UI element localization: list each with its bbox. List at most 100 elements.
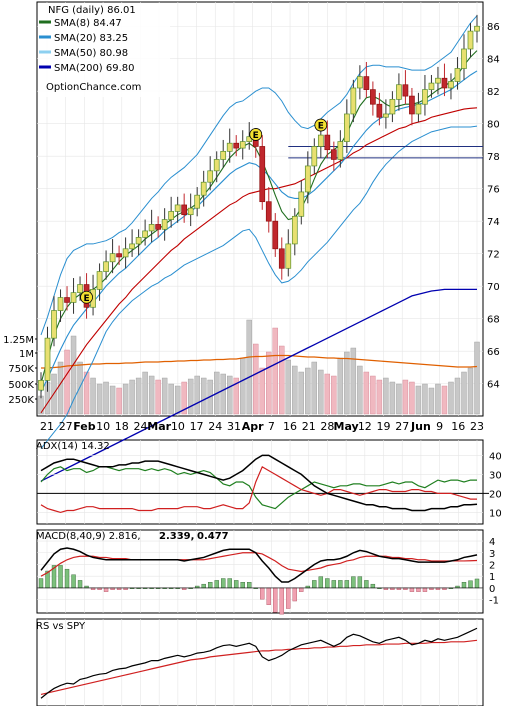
candle-body — [194, 194, 201, 209]
candle-body — [376, 103, 383, 118]
x-axis-label: 23 — [470, 420, 484, 433]
x-axis-label: Mar — [147, 420, 171, 433]
candle-body — [409, 95, 415, 115]
candle-body — [422, 89, 428, 105]
candle-body — [389, 98, 396, 115]
volume-bar — [357, 365, 363, 415]
candle-body — [57, 297, 64, 311]
rs-frame — [36, 618, 484, 706]
volume-tick-label: 1M — [19, 349, 34, 360]
candle-body — [161, 219, 168, 230]
x-axis-label: 27 — [59, 420, 73, 433]
macd-histogram-bar — [422, 587, 428, 592]
macd-histogram-bar — [234, 580, 239, 589]
volume-tick-label: 1.25M — [3, 335, 34, 346]
volume-bar — [311, 361, 318, 415]
volume-bar — [83, 371, 90, 415]
x-axis-label: 9 — [436, 420, 443, 433]
candle-body — [298, 191, 305, 217]
volume-bar — [279, 345, 285, 415]
sma200-line — [40, 288, 477, 482]
volume-bar — [220, 373, 226, 415]
candle-body — [415, 103, 422, 115]
price-tick-label: 66 — [487, 347, 500, 358]
x-axis-label: 7 — [268, 420, 275, 433]
volume-bar — [396, 383, 402, 415]
x-axis-label: 18 — [115, 420, 129, 433]
macd-tick-label: 0 — [489, 584, 495, 595]
volume-bar — [324, 373, 331, 415]
earnings-marker-label: E — [253, 131, 259, 141]
volume-bar — [259, 367, 265, 415]
volume-bar — [122, 383, 129, 415]
macd-tick-label: 1 — [489, 572, 495, 583]
x-axis-label: May — [334, 420, 359, 433]
candle-body — [337, 141, 344, 160]
x-axis-label: 16 — [283, 420, 297, 433]
macd-histogram-bar — [273, 587, 278, 613]
candle-body — [109, 253, 116, 263]
candle-body — [344, 113, 350, 142]
macd-histogram-bar — [331, 580, 337, 589]
candle-body — [142, 230, 148, 238]
candle-body — [441, 77, 448, 89]
volume-bar — [285, 359, 291, 415]
macd-label: MACD(8,40,9) 2.816, — [36, 531, 141, 542]
volume-bar — [344, 351, 350, 415]
chart-background — [36, 1, 484, 706]
macd-histogram-bar — [266, 587, 271, 605]
candle-body — [96, 271, 103, 290]
legend-box — [38, 3, 170, 97]
candle-body — [116, 253, 122, 258]
volume-bar — [467, 367, 474, 415]
macd-tick-label: 3 — [489, 549, 495, 560]
volume-bar — [376, 379, 383, 415]
price-tick-label: 80 — [487, 120, 500, 131]
volume-bar — [305, 367, 311, 415]
volume-bar — [227, 375, 233, 415]
volume-bar — [402, 379, 409, 415]
volume-bar — [383, 377, 389, 415]
volume-bar — [331, 375, 337, 415]
volume-bar — [200, 377, 207, 415]
candle-body — [278, 248, 285, 269]
candle-body — [363, 76, 370, 90]
macd-tick-label: -1 — [489, 596, 499, 607]
macd-histogram-bar — [286, 587, 291, 609]
volume-bar — [116, 387, 122, 415]
candle-body — [396, 84, 402, 100]
macd-histogram-bar — [468, 580, 473, 589]
volume-bar — [428, 387, 435, 415]
candle-body — [285, 243, 292, 269]
macd-histogram-bar — [351, 576, 356, 589]
macd-histogram-bar — [260, 587, 265, 600]
candle-body — [383, 113, 389, 118]
volume-bar — [272, 327, 278, 415]
macd-signal-label: 2.339, — [159, 531, 194, 542]
macd-histogram-bar — [370, 583, 376, 589]
candle-body — [51, 310, 57, 339]
x-axis-label: 21 — [302, 420, 316, 433]
volume-bar — [363, 371, 370, 415]
price-tick-label: 82 — [487, 87, 500, 98]
candle-body — [467, 30, 474, 50]
candle-body — [317, 134, 324, 147]
volume-bar — [454, 377, 461, 415]
volume-bar — [350, 347, 357, 415]
volume-bar — [77, 361, 83, 415]
volume-bar — [129, 379, 135, 415]
adx-line — [40, 454, 478, 512]
x-axis-label: Jun — [410, 420, 431, 433]
macd-histogram-bar — [71, 574, 76, 589]
volume-bar — [161, 377, 168, 415]
macd-histogram-bar — [58, 565, 63, 589]
sma20-line — [40, 70, 478, 393]
candle-body — [357, 76, 363, 89]
candle-body — [402, 84, 409, 97]
volume-bar — [135, 377, 142, 415]
candle-body — [168, 211, 174, 220]
adx-panel: 40 30 20 10 — [37, 451, 502, 519]
volume-bar — [155, 379, 161, 415]
